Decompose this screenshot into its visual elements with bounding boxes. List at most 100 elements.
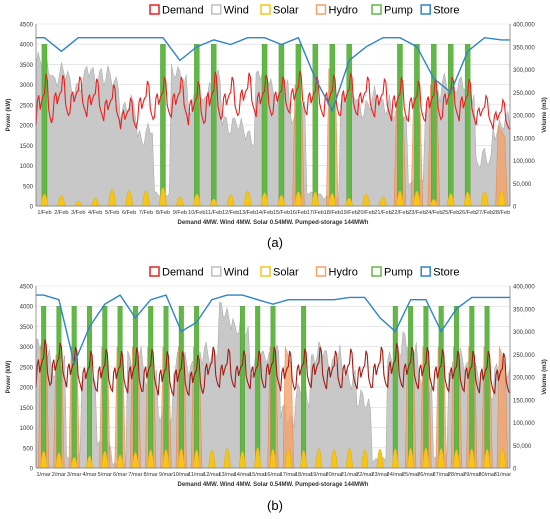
legend-label-store: Store — [433, 5, 459, 17]
x-tick-label: 17/mar — [280, 472, 298, 478]
y-right-tick-label: 400,000 — [513, 23, 535, 29]
y-tick-label: 2000 — [20, 386, 34, 392]
y-right-tick-label: 100,000 — [513, 159, 535, 165]
y-tick-label: 3000 — [20, 83, 34, 89]
x-tick-label: 17/Feb — [307, 210, 324, 216]
x-tick-label: 28/Feb — [493, 210, 510, 216]
legend-swatch-store — [420, 266, 431, 277]
pump-bar-28/mar — [454, 306, 459, 469]
pump-bar-26/mar — [423, 306, 429, 469]
x-tick-label: 3/Feb — [71, 210, 85, 216]
pump-bar-7/mar — [132, 306, 138, 469]
pump-bar-14/mar — [239, 306, 245, 469]
x-tick-label: 2/mar — [52, 472, 66, 478]
y-tick-label: 3500 — [20, 63, 34, 69]
pump-bar-18/mar — [301, 306, 307, 469]
x-tick-label: 10/mar — [173, 472, 191, 478]
x-tick-label: 13/mar — [218, 472, 236, 478]
pump-bar-24/Feb — [431, 44, 437, 207]
pump-bar-26/Feb — [464, 44, 471, 207]
legend-label-solar: Solar — [273, 5, 299, 17]
pump-bar-18/Feb — [329, 44, 335, 207]
legend-label-wind: Wind — [224, 5, 249, 17]
legend-swatch-solar — [260, 4, 271, 15]
x-tick-label: 30/mar — [478, 472, 496, 478]
y-right-axis-title: Volume (m3) — [542, 359, 548, 395]
pump-bar-25/Feb — [448, 44, 454, 207]
pump-bar-10/Feb — [194, 44, 200, 207]
legend-label-pump: Pump — [384, 267, 413, 279]
pump-bar-5/mar — [102, 306, 108, 469]
y-right-tick-label: 0 — [513, 467, 517, 473]
y-axis-title: Power (kW) — [6, 99, 12, 132]
pump-bar-14/Feb — [261, 44, 268, 207]
x-tick-label: 12/Feb — [222, 210, 239, 216]
y-right-tick-label: 200,000 — [513, 114, 535, 120]
legend-item-store: Store — [420, 266, 459, 279]
legend-label-demand: Demand — [162, 5, 204, 17]
pump-bar-29/mar — [469, 306, 475, 469]
x-tick-label: 24/mar — [387, 472, 405, 478]
legend-label-hydro: Hydro — [329, 5, 358, 17]
legend-item-pump: Pump — [371, 4, 413, 17]
y-right-tick-label: 350,000 — [513, 45, 535, 51]
y-right-tick-label: 150,000 — [513, 136, 535, 142]
y-right-tick-label: 350,000 — [513, 307, 535, 313]
legend-item-wind: Wind — [211, 4, 249, 17]
legend-label-solar: Solar — [273, 267, 299, 279]
x-tick-label: 7/Feb — [139, 210, 153, 216]
x-tick-label: 2/Feb — [54, 210, 68, 216]
x-tick-label: 15/mar — [249, 472, 267, 478]
x-tick-label: 13/Feb — [239, 210, 256, 216]
x-tick-label: 4/mar — [82, 472, 96, 478]
x-tick-label: 23/mar — [371, 472, 389, 478]
x-tick-label: 26/Feb — [459, 210, 476, 216]
legend-item-hydro: Hydro — [315, 266, 358, 279]
y-right-tick-label: 250,000 — [513, 353, 535, 359]
pump-bar-15/mar — [255, 306, 261, 469]
legend-label-wind: Wind — [224, 267, 249, 279]
legend-label-pump: Pump — [384, 5, 413, 17]
x-tick-label: 19/Feb — [340, 210, 357, 216]
x-tick-label: 19/mar — [310, 472, 328, 478]
y-right-tick-label: 200,000 — [513, 376, 535, 382]
x-tick-label: 27/mar — [432, 472, 450, 478]
legend-item-solar: Solar — [260, 4, 299, 17]
legend-swatch-wind — [211, 4, 222, 15]
pump-bar-22/Feb — [397, 44, 403, 207]
pump-bar-2/mar — [56, 306, 62, 469]
legend-item-solar: Solar — [260, 266, 299, 279]
x-tick-label: 22/Feb — [391, 210, 408, 216]
pump-bar-30/mar — [484, 306, 490, 469]
x-tick-label: 5/mar — [98, 472, 112, 478]
x-tick-label: 21/Feb — [374, 210, 391, 216]
y-tick-label: 4000 — [20, 43, 34, 49]
legend-label-hydro: Hydro — [329, 267, 358, 279]
pump-bar-15/Feb — [278, 44, 285, 207]
y-right-tick-label: 100,000 — [513, 421, 535, 427]
y-right-tick-label: 50,000 — [513, 444, 532, 450]
y-right-tick-label: 250,000 — [513, 91, 535, 97]
legend-swatch-hydro — [315, 4, 327, 15]
y-tick-label: 1500 — [20, 406, 34, 412]
x-tick-label: 11/mar — [188, 472, 205, 478]
y-tick-label: 2000 — [20, 124, 34, 130]
x-tick-label: 25/mar — [402, 472, 420, 478]
y-axis-title: Power (kW) — [6, 361, 12, 394]
x-tick-label: 26/mar — [417, 472, 435, 478]
x-tick-label: 18/Feb — [324, 210, 341, 216]
x-tick-label: 24/Feb — [425, 210, 442, 216]
x-tick-label: 6/mar — [113, 472, 127, 478]
pump-bar-11/mar — [194, 306, 200, 469]
x-tick-label: 8/mar — [144, 472, 158, 478]
x-tick-label: 7/mar — [128, 472, 142, 478]
y-tick-label: 500 — [23, 446, 34, 452]
x-tick-label: 5/Feb — [105, 210, 119, 216]
legend-item-pump: Pump — [371, 266, 413, 279]
legend-label-demand: Demand — [162, 267, 204, 279]
x-axis-title: Demand 4MW. Wind 4MW. Solar 0.54MW. Pump… — [178, 220, 369, 226]
pump-bar-9/mar — [163, 306, 169, 469]
x-tick-label: 4/Feb — [88, 210, 102, 216]
x-tick-label: 3/mar — [67, 472, 81, 478]
y-right-tick-label: 50,000 — [513, 182, 532, 188]
